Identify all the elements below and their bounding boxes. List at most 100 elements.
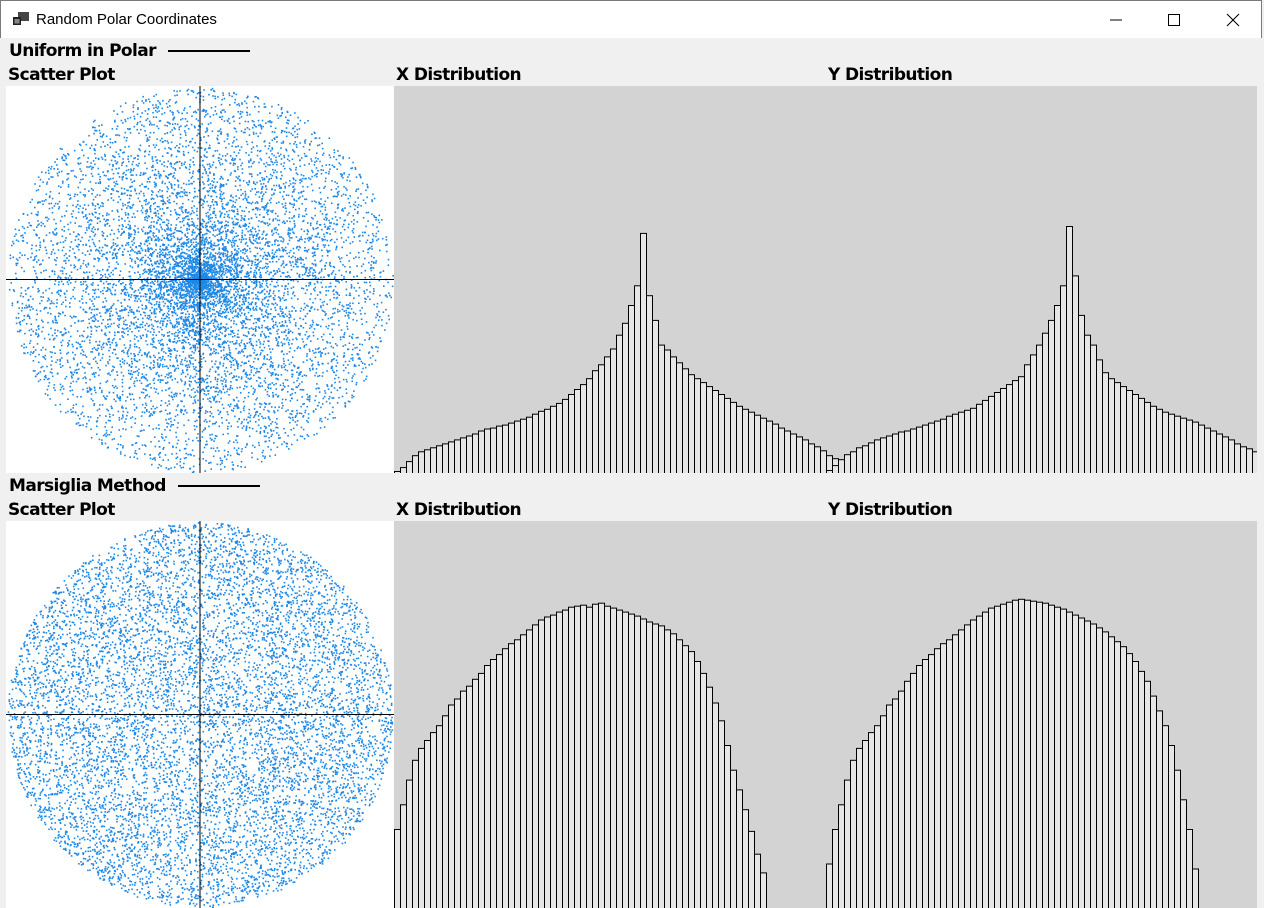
scatter-point (264, 191, 267, 194)
scatter-point (194, 190, 196, 193)
scatter-point (266, 267, 268, 270)
scatter-point (203, 393, 206, 395)
scatter-point (147, 248, 149, 251)
scatter-point (126, 414, 128, 417)
scatter-point (201, 235, 204, 237)
scatter-point (231, 246, 234, 248)
scatter-point (351, 167, 354, 169)
scatter-point (120, 292, 123, 295)
scatter-point (134, 294, 136, 297)
scatter-point (104, 145, 106, 147)
scatter-point (215, 349, 217, 351)
scatter-point (312, 269, 315, 271)
scatter-point (129, 340, 132, 342)
scatter-point (347, 314, 350, 317)
scatter-point (50, 176, 52, 178)
scatter-point (212, 306, 215, 308)
scatter-point (199, 320, 202, 322)
maximize-button[interactable] (1145, 1, 1203, 39)
scatter-point (242, 351, 244, 353)
scatter-point (143, 287, 145, 289)
scatter-point (137, 158, 139, 160)
scatter-point (222, 94, 225, 96)
scatter-point (112, 188, 114, 190)
scatter-point (18, 229, 20, 231)
scatter-point (295, 259, 297, 261)
scatter-point (139, 300, 142, 302)
scatter-point (171, 314, 174, 317)
scatter-point (158, 301, 161, 303)
scatter-point (189, 265, 192, 268)
scatter-point (199, 300, 202, 303)
scatter-point (122, 309, 125, 311)
scatter-point (204, 131, 207, 133)
scatter-point (31, 244, 33, 247)
scatter-point (147, 282, 150, 285)
scatter-point (246, 335, 248, 338)
scatter-point (219, 331, 222, 334)
scatter-point (274, 323, 277, 326)
scatter-point (195, 275, 197, 277)
scatter-point (118, 134, 121, 137)
scatter-point (255, 126, 257, 128)
scatter-point (271, 194, 273, 196)
scatter-point (244, 326, 247, 329)
scatter-point (111, 246, 113, 248)
scatter-point (352, 161, 354, 164)
scatter-point (221, 232, 223, 234)
scatter-point (158, 101, 161, 104)
minimize-button[interactable] (1087, 1, 1145, 39)
scatter-point (207, 304, 209, 307)
scatter-point (264, 403, 267, 405)
scatter-point (378, 279, 381, 282)
scatter-point (144, 231, 147, 234)
scatter-point (197, 132, 200, 135)
scatter-point (158, 463, 161, 466)
scatter-point (226, 268, 228, 271)
scatter-point (141, 308, 144, 310)
scatter-point (288, 119, 290, 122)
scatter-point (250, 267, 252, 270)
scatter-point (121, 394, 124, 396)
scatter-point (305, 208, 307, 210)
scatter-point (161, 296, 163, 298)
scatter-point (165, 352, 167, 354)
scatter-point (260, 352, 262, 354)
scatter-point (183, 394, 186, 396)
scatter-point (247, 318, 249, 321)
scatter-point (115, 284, 117, 287)
scatter-point (133, 157, 135, 160)
scatter-point (222, 407, 225, 410)
scatter-point (169, 250, 172, 253)
scatter-point (242, 131, 245, 134)
scatter-point (216, 366, 218, 368)
scatter-point (252, 387, 255, 390)
scatter-point (11, 240, 14, 243)
scatter-point (221, 118, 223, 121)
scatter-point (122, 349, 124, 352)
scatter-point (48, 275, 51, 278)
scatter-point (182, 389, 185, 392)
scatter-point (107, 323, 109, 325)
scatter-point (267, 316, 269, 319)
scatter-point (146, 209, 148, 211)
scatter-point (278, 364, 280, 366)
scatter-point (202, 108, 205, 111)
scatter-point (226, 276, 228, 278)
scatter-point (233, 305, 236, 308)
scatter-point (101, 322, 103, 325)
close-button[interactable] (1204, 1, 1262, 39)
scatter-point (243, 321, 245, 324)
scatter-point (61, 266, 64, 269)
scatter-point (57, 203, 59, 205)
scatter-point (188, 179, 190, 182)
scatter-point (328, 264, 331, 266)
scatter-point (351, 333, 354, 336)
scatter-point (263, 402, 266, 404)
scatter-point (220, 292, 223, 295)
scatter-point (149, 302, 152, 305)
scatter-point (61, 270, 64, 272)
scatter-point (124, 220, 126, 222)
scatter-point (373, 214, 375, 217)
scatter-point (161, 163, 163, 165)
